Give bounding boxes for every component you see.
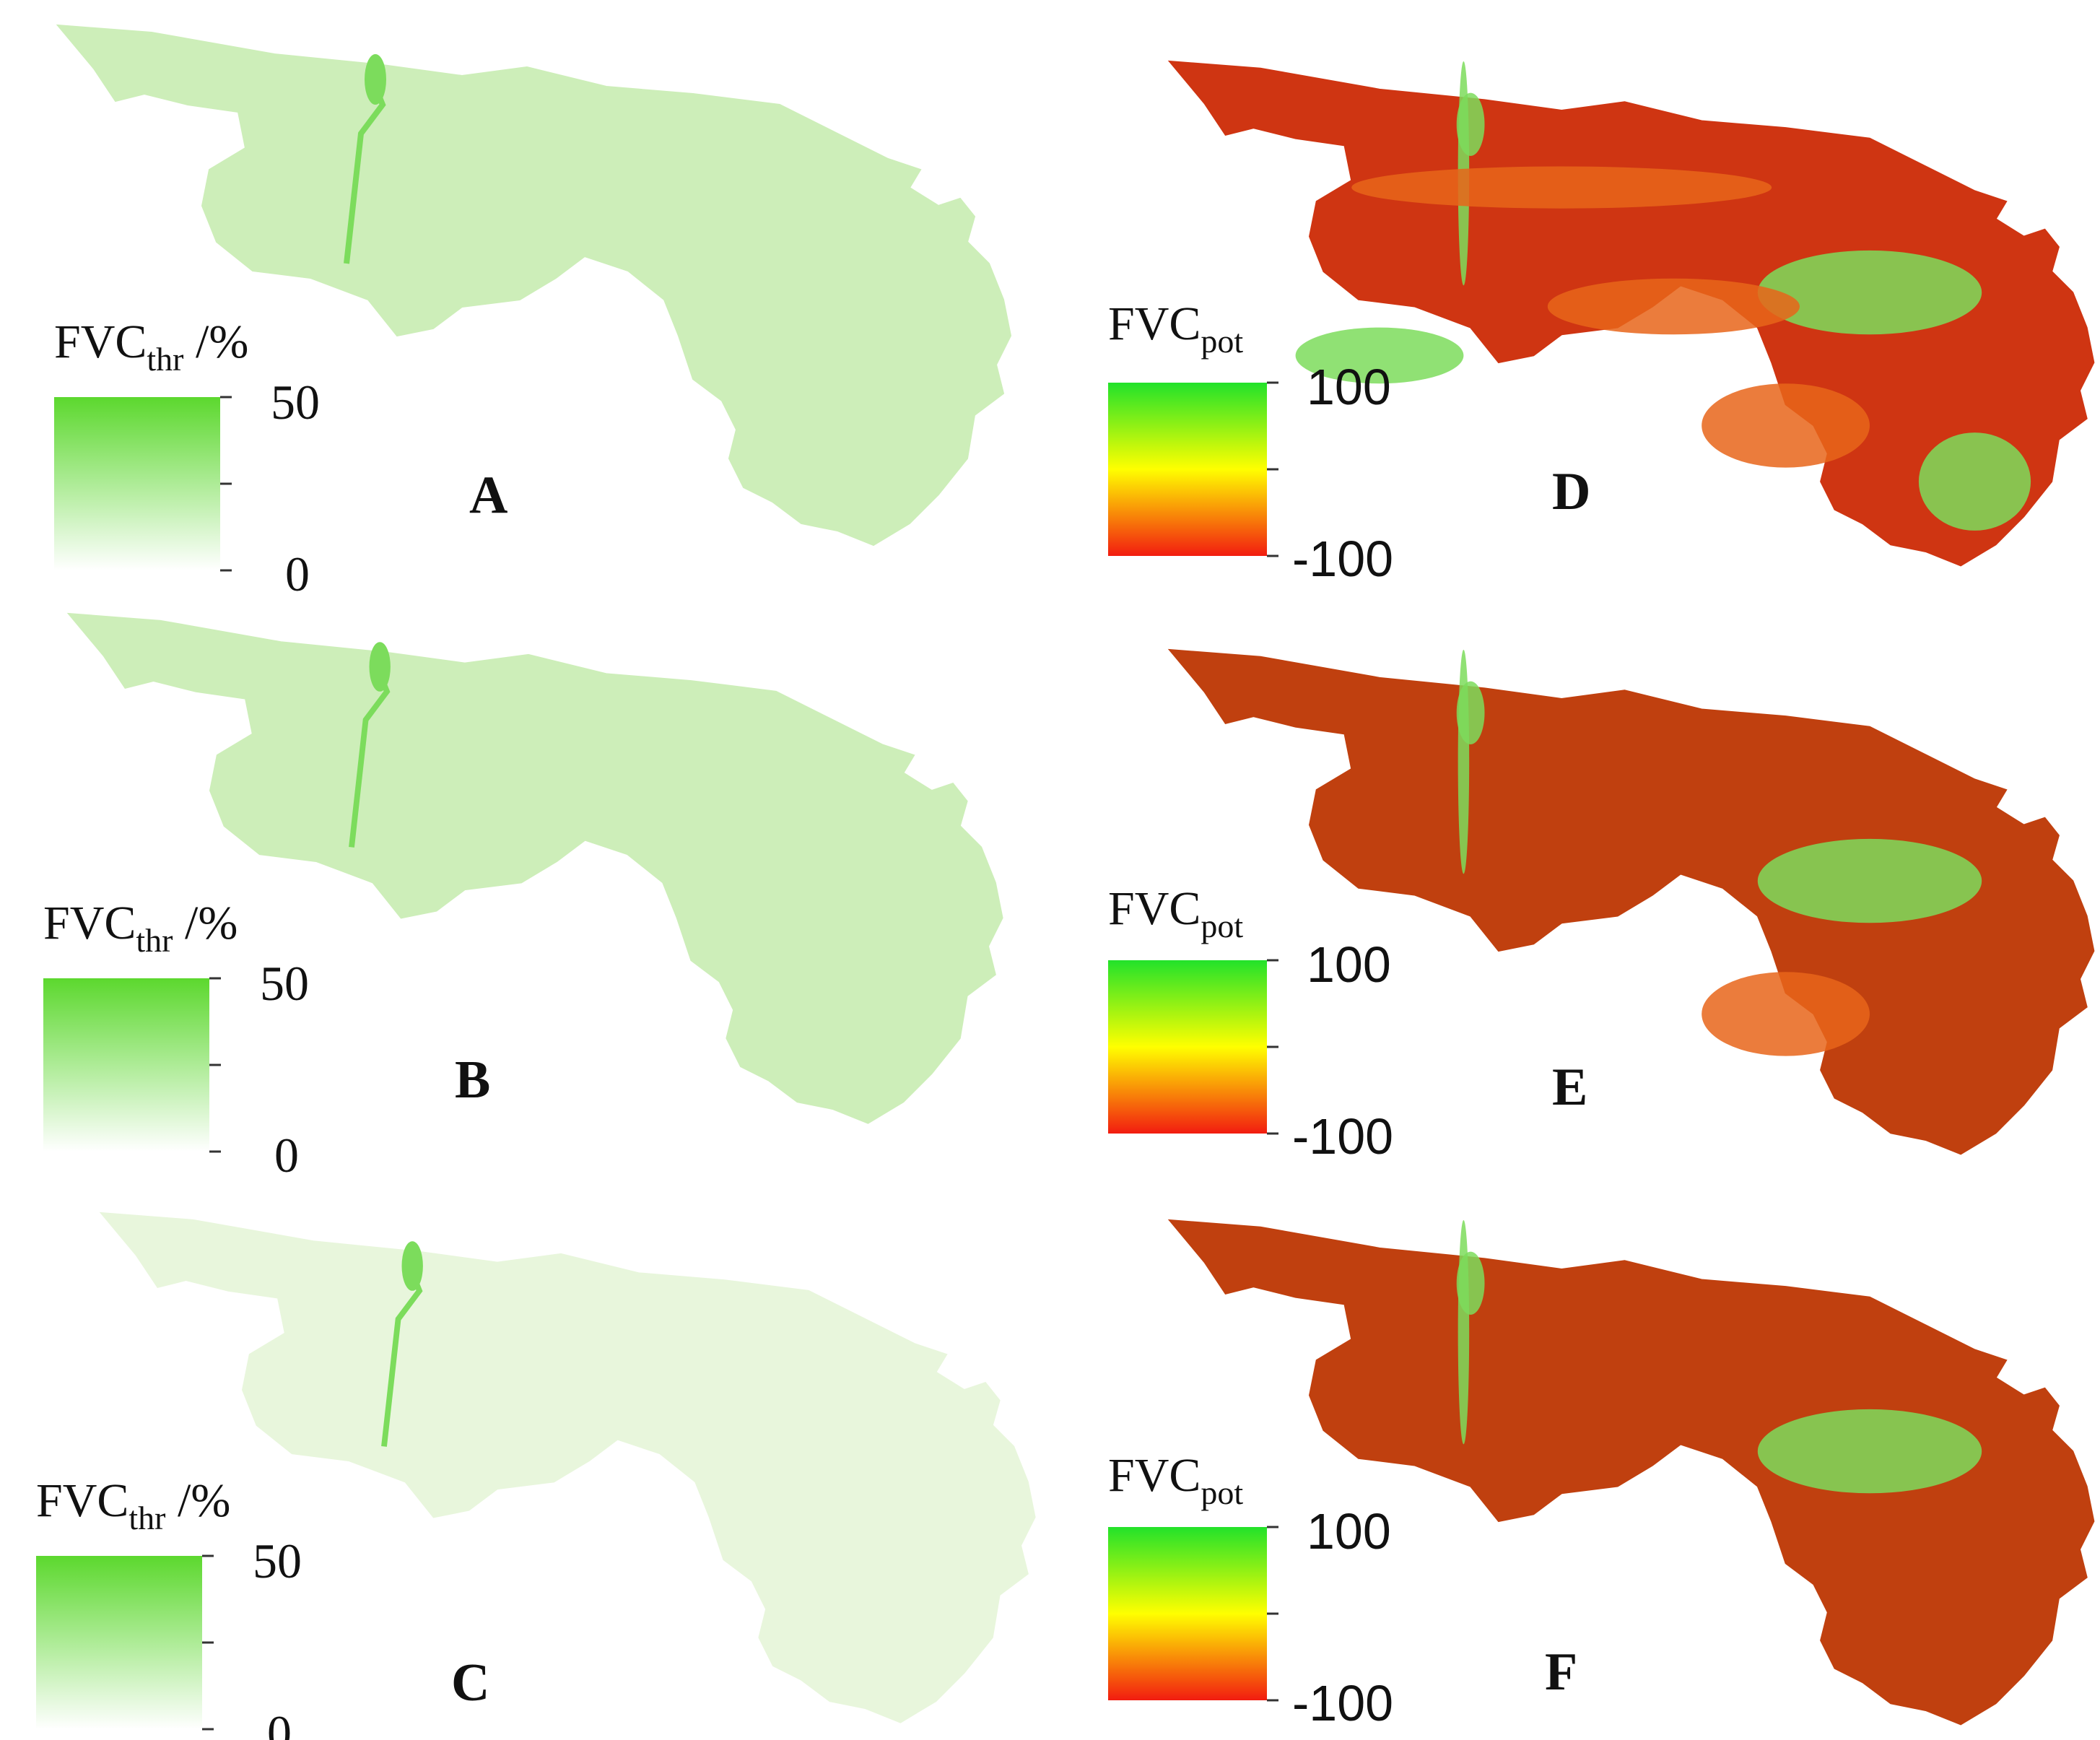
tick-label-min: 0 (285, 547, 310, 601)
legend-title: FVCpot (1108, 882, 1243, 944)
color-bar (1108, 383, 1267, 556)
land-patch (1757, 1409, 1982, 1494)
panel-letter: F (1545, 1643, 1577, 1702)
legend-title-sub: pot (1201, 908, 1243, 944)
tick-label-min: 0 (267, 1705, 292, 1740)
panel-letter: C (451, 1653, 489, 1713)
region-map (1169, 61, 2095, 567)
panel-b: FVCthr /% 50 0 B (43, 613, 1003, 1183)
region-map (68, 613, 1003, 1124)
panel-f: FVCpot 100 -100 F (1108, 1219, 2095, 1731)
region-map (1169, 649, 2095, 1155)
land-patch (1757, 838, 1982, 923)
panel-d: FVCpot 100 -100 D (1108, 61, 2095, 587)
legend-title: FVCpot (1108, 297, 1243, 360)
legend-title-suffix: /% (166, 1474, 231, 1527)
tick-label-max: 50 (253, 1534, 302, 1588)
legend-title-main: FVC (1108, 882, 1201, 935)
tick-label-max: 100 (1307, 359, 1391, 415)
color-bar (1108, 1527, 1267, 1700)
region-map (57, 25, 1011, 546)
color-bar (1108, 960, 1267, 1134)
legend-title: FVCpot (1108, 1449, 1243, 1511)
region-map (100, 1212, 1036, 1723)
land-patch (1918, 432, 2031, 531)
legend-title: FVCthr /% (43, 897, 238, 959)
tick-label-max: 100 (1307, 936, 1391, 993)
land-patch (1351, 166, 1772, 209)
legend-title-main: FVC (1108, 297, 1201, 350)
color-bar (54, 397, 220, 570)
legend-title-main: FVC (54, 316, 147, 368)
lake (365, 54, 386, 105)
land-patch (1458, 650, 1470, 874)
panel-letter: D (1552, 462, 1590, 521)
panel-a: FVCthr /% 50 0 A (54, 25, 1011, 601)
legend-title-sub: pot (1201, 323, 1243, 360)
color-bar (43, 978, 209, 1152)
land-patch (1702, 383, 1870, 468)
legend-title-main: FVC (1108, 1449, 1201, 1502)
tick-label-min: -100 (1292, 1675, 1393, 1731)
tick-label-max: 50 (271, 375, 320, 430)
legend-title-sub: pot (1201, 1474, 1243, 1511)
legend-title-main: FVC (43, 897, 136, 949)
land-patch (1458, 1220, 1470, 1445)
lake (369, 642, 391, 692)
tick-label-min: -100 (1292, 1108, 1393, 1165)
panel-c: FVCthr /% 50 0 C (36, 1212, 1036, 1740)
tick-label-max: 50 (260, 956, 309, 1011)
lake (401, 1241, 423, 1291)
legend-title: FVCthr /% (54, 316, 248, 378)
legend-title-main: FVC (36, 1474, 128, 1527)
color-bar (36, 1556, 202, 1729)
land-patch (1547, 278, 1800, 335)
legend-title-sub: thr (147, 341, 183, 378)
panel-e: FVCpot 100 -100 E (1108, 649, 2095, 1165)
tick-label-min: 0 (274, 1128, 299, 1183)
tick-label-min: -100 (1292, 531, 1393, 587)
panel-letter: B (455, 1050, 490, 1110)
legend-title: FVCthr /% (36, 1474, 230, 1536)
legend-title-sub: thr (128, 1500, 165, 1536)
panel-letter: A (469, 466, 507, 525)
region-map (1169, 1219, 2095, 1726)
panel-letter: E (1552, 1058, 1587, 1117)
land-patch (1757, 250, 1982, 335)
tick-label-max: 100 (1307, 1503, 1391, 1560)
legend-title-suffix: /% (173, 897, 238, 949)
land-patch (1295, 327, 1464, 384)
legend-title-sub: thr (136, 922, 173, 959)
land-patch (1702, 972, 1870, 1056)
legend-title-suffix: /% (184, 316, 249, 368)
